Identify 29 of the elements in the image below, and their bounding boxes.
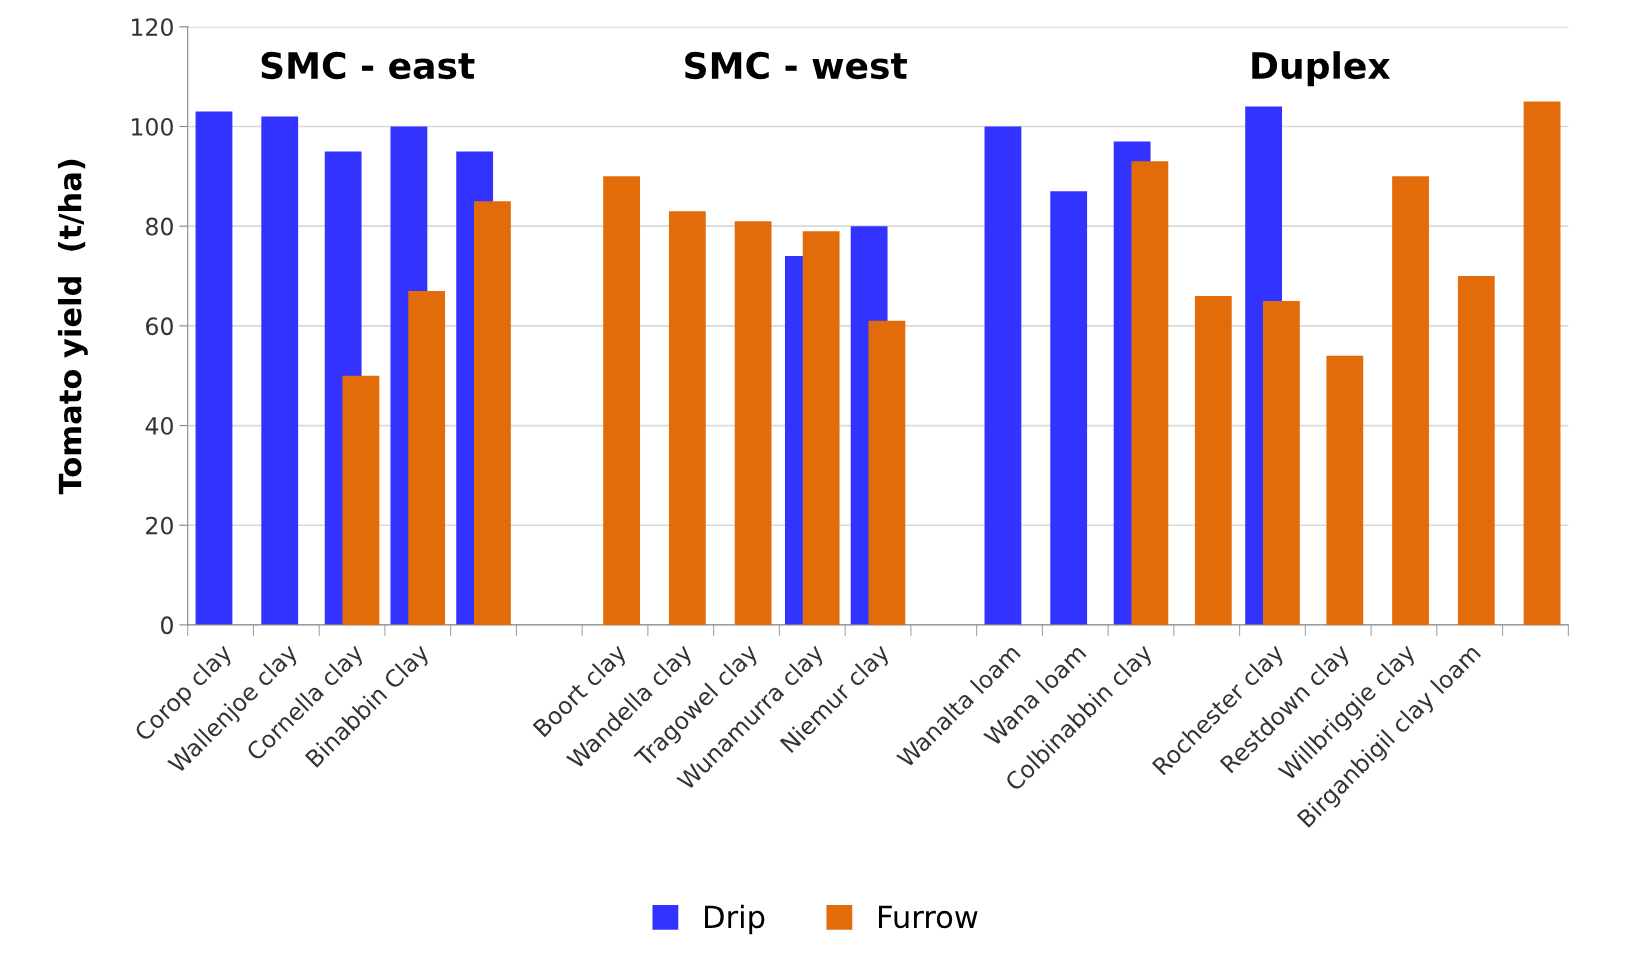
bar (1457, 276, 1495, 625)
legend-label: Drip (705, 904, 765, 935)
bar (1262, 300, 1300, 625)
y-tick-label: 0 (161, 616, 173, 635)
bar (1194, 295, 1232, 625)
y-tick-label: 80 (146, 217, 173, 236)
bar (802, 231, 840, 625)
bar (408, 290, 446, 625)
bar (474, 201, 511, 625)
bar (195, 111, 233, 625)
bar (1326, 355, 1364, 625)
bar (868, 320, 906, 625)
y-tick-label: 40 (145, 416, 173, 435)
y-tick-label: 100 (132, 117, 173, 136)
legend-label: Furrow (879, 905, 978, 929)
bar (1392, 176, 1429, 625)
bar (1523, 101, 1561, 625)
y-axis-title: Tomato yield (t/ha) (57, 159, 88, 495)
annotation: SMC - east (261, 51, 475, 80)
y-tick-label: 20 (146, 516, 173, 535)
annotation: Duplex (1252, 51, 1391, 87)
bar (734, 221, 772, 625)
bar (261, 116, 299, 625)
y-tick-label: 60 (146, 317, 173, 336)
annotation: SMC - west (685, 51, 907, 80)
bar (603, 176, 641, 625)
bar (1131, 161, 1169, 625)
y-tick-label: 120 (132, 18, 173, 37)
bar (342, 375, 380, 625)
